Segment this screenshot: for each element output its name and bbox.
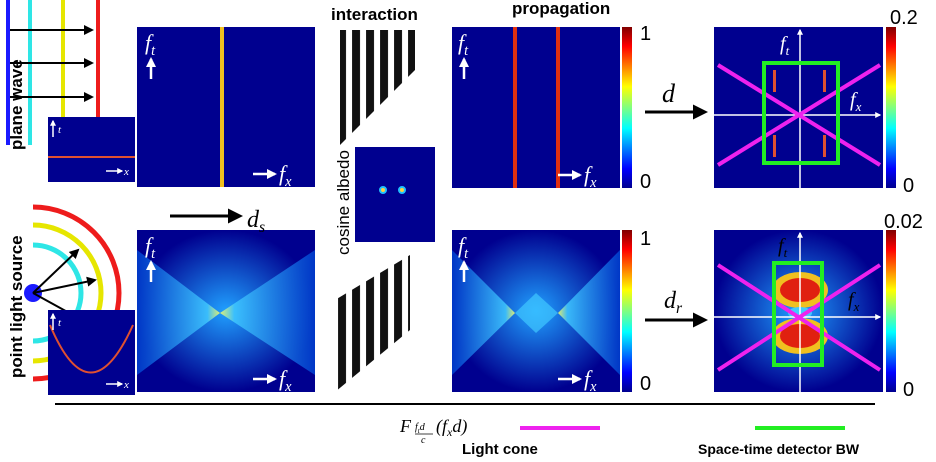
point-source-illustration: [24, 207, 135, 395]
math-label: ds: [247, 207, 265, 236]
math-sub: x: [589, 379, 597, 395]
math-sub: x: [853, 299, 860, 314]
math-sub: x: [589, 175, 597, 191]
column-label: propagation: [512, 0, 610, 18]
math-sub: x: [284, 379, 292, 395]
colorbar-max: 1: [640, 228, 651, 250]
math-sub: x: [855, 99, 862, 114]
colorbar-min: 0: [640, 373, 651, 395]
colorbar-max: 1: [640, 23, 651, 45]
colorbar-min: 0: [903, 379, 914, 401]
math-sub: t: [784, 245, 788, 260]
row-label: plane wave: [7, 59, 26, 150]
colorbar-max: 0.2: [890, 7, 918, 29]
formula-sub: ftd: [415, 422, 426, 435]
inset-label: x: [123, 379, 129, 391]
formula: F: [399, 416, 412, 436]
formula-sub: c: [421, 435, 426, 446]
column-label: interaction: [331, 5, 418, 24]
legend-label: Light cone: [462, 441, 538, 458]
plane-wave-illustration: [8, 0, 135, 182]
figure: plane wave point light source interactio…: [0, 0, 936, 462]
albedo-label: cosine albedo: [334, 150, 353, 255]
colorbar-max: 0.02: [884, 211, 923, 233]
math-sub: x: [284, 174, 292, 190]
math-sub: r: [676, 300, 683, 317]
formula-part: d): [452, 416, 467, 437]
math-label: dr: [664, 288, 683, 317]
math-sub: t: [786, 43, 790, 58]
inset-label: x: [123, 166, 129, 178]
formula: (fxd): [436, 416, 467, 439]
colorbar-min: 0: [903, 175, 914, 197]
math-base: d: [662, 79, 676, 108]
math-label: d: [662, 79, 676, 108]
row-label: point light source: [7, 235, 26, 378]
formula-part: d: [420, 422, 426, 433]
math-sub: s: [259, 219, 265, 236]
colorbar-min: 0: [640, 171, 651, 193]
formula-part: F: [399, 416, 412, 436]
legend-label: Space-time detector BW: [698, 441, 860, 457]
